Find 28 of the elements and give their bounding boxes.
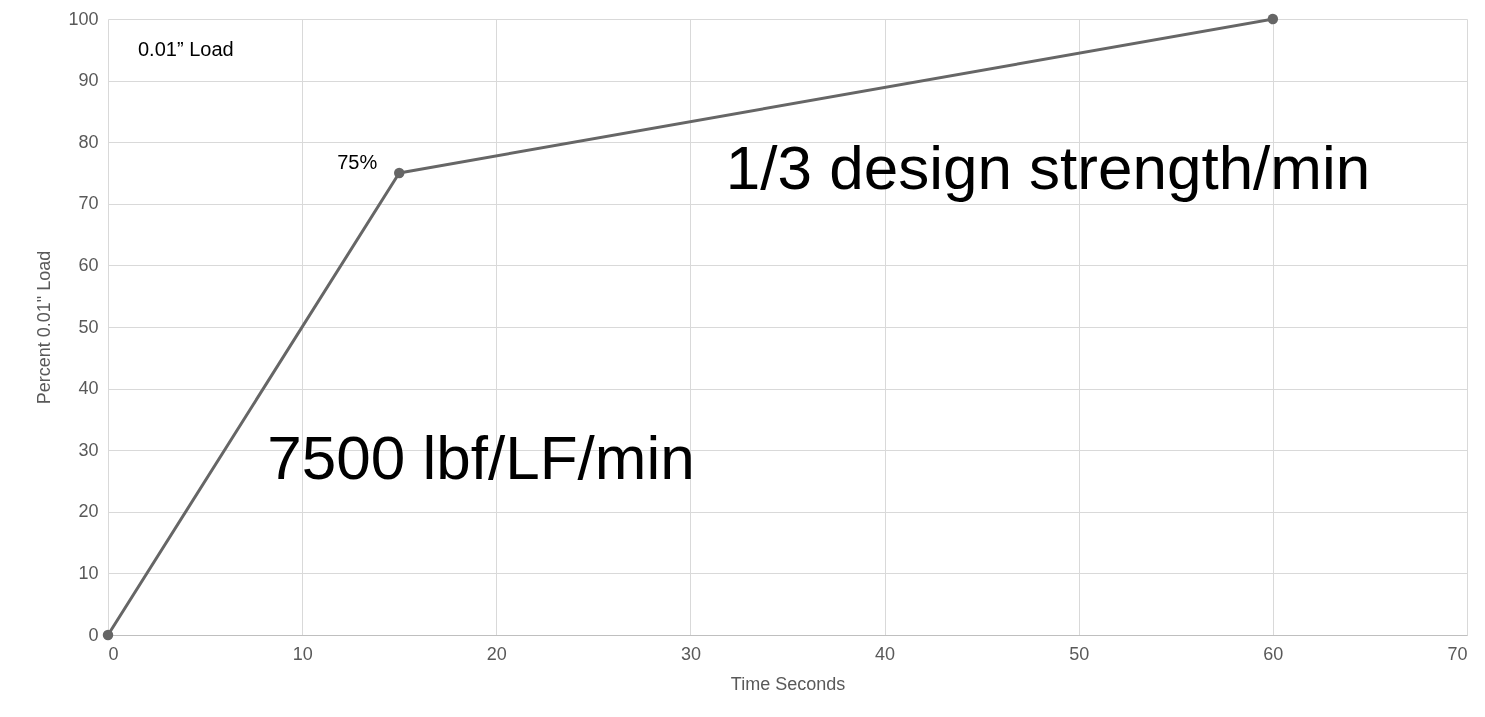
- x-tick-label: 40: [875, 643, 896, 664]
- annotation: 1/3 design strength/min: [725, 133, 1371, 202]
- x-tick-label: 10: [292, 643, 313, 664]
- annotation: 75%: [337, 151, 378, 173]
- y-tick-label: 100: [68, 8, 99, 29]
- y-axis-title: Percent 0.01" Load: [34, 250, 55, 405]
- y-tick-label: 80: [78, 131, 99, 152]
- y-tick-label: 40: [78, 378, 99, 399]
- x-axis-title: Time Seconds: [730, 673, 846, 694]
- y-tick-label: 20: [78, 501, 99, 522]
- point: [102, 629, 114, 641]
- y-tick-label: 0: [88, 624, 99, 645]
- x-tick-label: 60: [1263, 643, 1284, 664]
- x-tick-label: 70: [1447, 643, 1468, 664]
- annotation: 0.01” Load: [138, 38, 234, 60]
- x-tick-label: 20: [486, 643, 507, 664]
- y-tick-label: 60: [78, 254, 99, 275]
- y-tick-label: 90: [78, 70, 99, 91]
- x-tick-label: 0: [108, 643, 119, 664]
- y-tick-label: 50: [78, 316, 99, 337]
- x-tick-label: 30: [680, 643, 701, 664]
- y-tick-label: 30: [78, 439, 99, 460]
- annotation: 7500 lbf/LF/min: [267, 423, 695, 492]
- y-tick-label: 10: [78, 562, 99, 583]
- point: [1267, 13, 1279, 25]
- x-tick-label: 50: [1069, 643, 1090, 664]
- point: [393, 167, 405, 179]
- y-tick-label: 70: [78, 193, 99, 214]
